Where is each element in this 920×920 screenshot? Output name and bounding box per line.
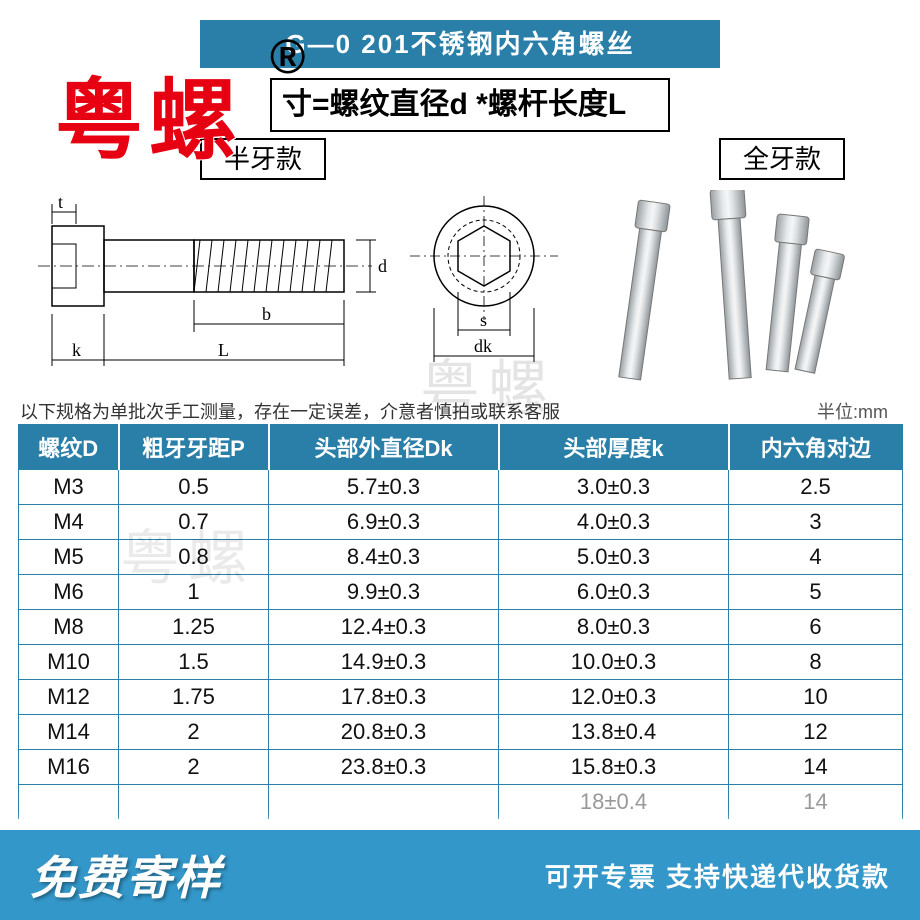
table-cell: 12.4±0.3 (269, 610, 499, 645)
table-row: M81.2512.4±0.38.0±0.36 (19, 610, 903, 645)
table-cell: M14 (19, 715, 119, 750)
screw-photo (580, 190, 880, 390)
brand-logo-text: 粤螺 (55, 50, 243, 177)
table-cell: 9.9±0.3 (269, 575, 499, 610)
table-cell: 4 (729, 540, 903, 575)
table-cell: 5.7±0.3 (269, 470, 499, 505)
table-cell: 10 (729, 680, 903, 715)
table-cell: M8 (19, 610, 119, 645)
footer-services: 可开专票 支持快递代收货款 (545, 857, 890, 894)
col-hex-s: 内六角对边 (729, 425, 903, 470)
table-cell: M4 (19, 505, 119, 540)
table-cell: 12.0±0.3 (499, 680, 729, 715)
table-cell: 5.0±0.3 (499, 540, 729, 575)
table-cell: 1.25 (119, 610, 269, 645)
table-cell: 14 (729, 750, 903, 785)
table-cell: 8.4±0.3 (269, 540, 499, 575)
diagram-label-b: b (262, 304, 271, 324)
table-row: M101.514.9±0.310.0±0.38 (19, 645, 903, 680)
watermark-text: 粤螺 (420, 340, 556, 427)
table-cell: M5 (19, 540, 119, 575)
table-cell: M16 (19, 750, 119, 785)
table-cell: 20.8±0.3 (269, 715, 499, 750)
table-header-row: 螺纹D 粗牙牙距P 头部外直径Dk 头部厚度k 内六角对边 (19, 425, 903, 470)
table-cell: 17.8±0.3 (269, 680, 499, 715)
table-cell: 5 (729, 575, 903, 610)
table-cell: 2.5 (729, 470, 903, 505)
table-cell: 1 (119, 575, 269, 610)
diagram-label-s: s (480, 310, 487, 330)
footer-free-sample: 免费寄样 (30, 842, 222, 908)
size-formula: 寸=螺纹直径d *螺杆长度L (270, 78, 670, 132)
table-cell: 1.5 (119, 645, 269, 680)
spec-table: 螺纹D 粗牙牙距P 头部外直径Dk 头部厚度k 内六角对边 M30.55.7±0… (18, 424, 903, 819)
table-cell: 6.9±0.3 (269, 505, 499, 540)
table-cell: 10.0±0.3 (499, 645, 729, 680)
table-row: M50.88.4±0.35.0±0.34 (19, 540, 903, 575)
table-cell: 6.0±0.3 (499, 575, 729, 610)
diagram-label-L: L (218, 340, 229, 360)
footer-bar: 免费寄样 可开专票 支持快递代收货款 (0, 830, 920, 920)
table-cell: M10 (19, 645, 119, 680)
col-head-dk: 头部外直径Dk (269, 425, 499, 470)
table-cell: 0.5 (119, 470, 269, 505)
table-cell: 4.0±0.3 (499, 505, 729, 540)
table-cell: M3 (19, 470, 119, 505)
table-cell: 13.8±0.4 (499, 715, 729, 750)
col-thread-d: 螺纹D (19, 425, 119, 470)
table-cell: 2 (119, 715, 269, 750)
table-cell: 3 (729, 505, 903, 540)
table-cell: 14.9±0.3 (269, 645, 499, 680)
unit-label: 半位:mm (817, 398, 888, 424)
table-cell: 1.75 (119, 680, 269, 715)
table-cell: 15.8±0.3 (499, 750, 729, 785)
table-cell: 3.0±0.3 (499, 470, 729, 505)
table-row: M30.55.7±0.33.0±0.32.5 (19, 470, 903, 505)
col-pitch-p: 粗牙牙距P (119, 425, 269, 470)
table-row: M121.7517.8±0.312.0±0.310 (19, 680, 903, 715)
diagram-label-t: t (58, 196, 63, 212)
diagram-label-d: d (378, 256, 387, 276)
table-row: M40.76.9±0.34.0±0.33 (19, 505, 903, 540)
table-cell: 6 (729, 610, 903, 645)
table-cell: 2 (119, 750, 269, 785)
col-head-k: 头部厚度k (499, 425, 729, 470)
table-cell: 12 (729, 715, 903, 750)
diagram-label-k: k (72, 340, 81, 360)
table-cell: 0.8 (119, 540, 269, 575)
table-cell: 23.8±0.3 (269, 750, 499, 785)
table-cell: M12 (19, 680, 119, 715)
table-row: M619.9±0.36.0±0.35 (19, 575, 903, 610)
registered-mark-icon: ® (270, 30, 305, 85)
table-cell: 8 (729, 645, 903, 680)
table-row: M16223.8±0.315.8±0.314 (19, 750, 903, 785)
table-row: M14220.8±0.313.8±0.412 (19, 715, 903, 750)
table-cell: 0.7 (119, 505, 269, 540)
variant-full-thread-label: 全牙款 (719, 138, 845, 180)
table-cell: M6 (19, 575, 119, 610)
table-cell: 8.0±0.3 (499, 610, 729, 645)
